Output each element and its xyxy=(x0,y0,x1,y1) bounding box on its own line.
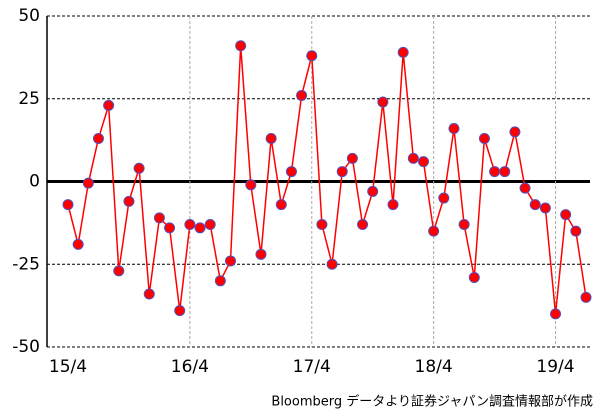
source-note: Bloomberg データより証券ジャパン調査情報部が作成 xyxy=(271,394,593,410)
marker xyxy=(123,195,135,207)
marker xyxy=(468,271,480,283)
marker xyxy=(103,99,115,111)
marker xyxy=(316,219,328,231)
marker xyxy=(529,199,541,211)
marker xyxy=(499,166,511,178)
marker xyxy=(306,50,318,62)
y-tick-label: 0 xyxy=(29,172,40,192)
marker xyxy=(92,132,104,144)
marker xyxy=(417,156,429,168)
marker xyxy=(367,185,379,197)
marker xyxy=(580,291,592,303)
marker xyxy=(560,209,572,221)
marker xyxy=(387,199,399,211)
marker xyxy=(265,132,277,144)
x-tick-label: 17/4 xyxy=(293,357,331,377)
marker xyxy=(113,265,125,277)
marker xyxy=(62,199,74,211)
marker xyxy=(509,126,521,138)
marker xyxy=(428,225,440,237)
marker xyxy=(143,288,155,300)
marker xyxy=(296,89,308,101)
x-tick-label: 19/4 xyxy=(536,357,574,377)
y-tick-label: 50 xyxy=(18,6,40,26)
x-tick-label: 15/4 xyxy=(49,357,87,377)
marker xyxy=(458,219,470,231)
marker xyxy=(346,152,358,164)
marker xyxy=(164,222,176,234)
marker xyxy=(275,199,287,211)
y-tick-label: 25 xyxy=(18,89,40,109)
marker xyxy=(133,162,145,174)
marker xyxy=(285,166,297,178)
marker xyxy=(478,132,490,144)
series-line xyxy=(67,45,587,314)
marker xyxy=(235,40,247,52)
marker xyxy=(539,202,551,214)
marker xyxy=(184,219,196,231)
marker xyxy=(519,182,531,194)
marker xyxy=(377,96,389,108)
marker xyxy=(407,152,419,164)
marker xyxy=(194,222,206,234)
marker xyxy=(326,258,338,270)
y-tick-label: -50 xyxy=(12,337,40,357)
x-tick-label: 16/4 xyxy=(171,357,209,377)
marker xyxy=(214,275,226,287)
marker xyxy=(336,166,348,178)
marker xyxy=(550,308,562,320)
marker xyxy=(82,177,94,189)
marker xyxy=(245,179,257,191)
marker xyxy=(204,219,216,231)
marker xyxy=(397,46,409,58)
y-tick-label: -25 xyxy=(12,254,40,274)
marker xyxy=(255,248,267,260)
marker xyxy=(448,123,460,135)
marker xyxy=(570,225,582,237)
marker xyxy=(357,219,369,231)
marker xyxy=(72,238,84,250)
x-tick-label: 18/4 xyxy=(415,357,453,377)
marker xyxy=(225,255,237,267)
marker xyxy=(153,212,165,224)
marker xyxy=(438,192,450,204)
marker xyxy=(174,305,186,317)
marker xyxy=(489,166,501,178)
